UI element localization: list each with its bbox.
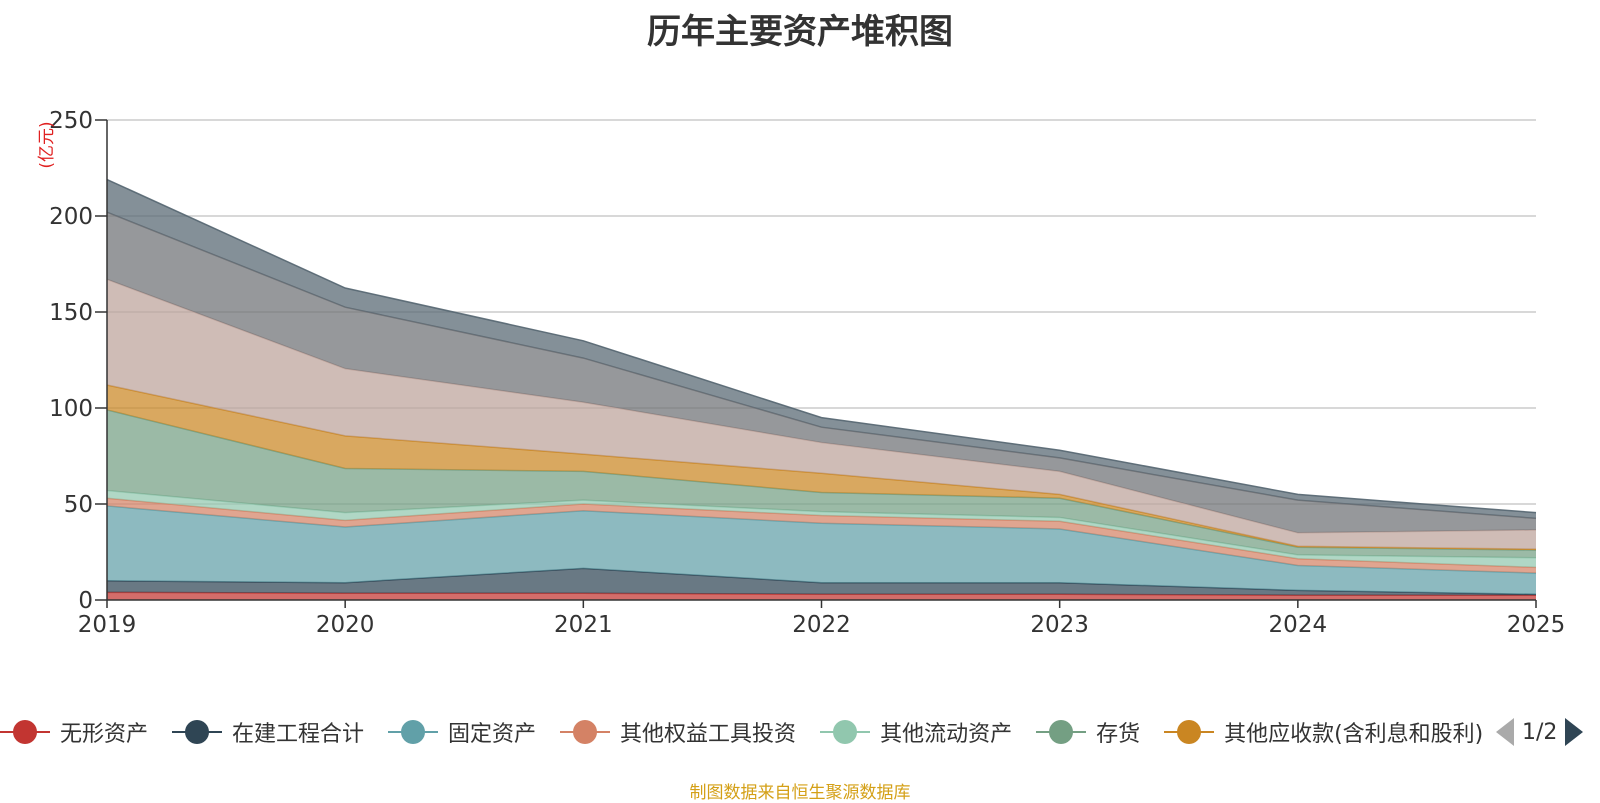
y-tick-label: 100: [49, 396, 93, 422]
area-固定资产: [107, 505, 1536, 595]
legend-label: 无形资产: [60, 722, 149, 747]
area-交易性金融资产: [107, 279, 1536, 550]
axes: 0 50 100 150 200 250 2019 2020 2021 2022 2023 2024 2…: [49, 108, 1565, 638]
x-tick-label: 2023: [1030, 612, 1089, 638]
source-note: 制图数据来自恒生聚源数据库: [689, 783, 911, 803]
legend-pager: 1/2: [1496, 712, 1600, 752]
legend-label: 存货: [1096, 722, 1141, 747]
area-应收账款: [107, 212, 1536, 533]
area-存货: [107, 409, 1536, 558]
y-tick-label: 250: [49, 108, 93, 134]
legend-label: 在建工程合计: [232, 722, 365, 747]
x-tick-label: 2019: [78, 612, 137, 638]
legend-label: 其他应收款(含利息和股利): [1224, 722, 1484, 747]
area-其他流动资产: [107, 490, 1536, 568]
legend-item[interactable]: 其他应收款(含利息和股利): [1164, 716, 1483, 748]
y-tick-label: 50: [64, 492, 93, 518]
legend-marker-icon: [172, 719, 223, 745]
legend-label: 其他权益工具投资: [620, 722, 797, 747]
legend-marker-icon: [820, 719, 871, 745]
legend-label: 固定资产: [448, 722, 537, 747]
x-tick-label: 2020: [316, 612, 375, 638]
legend-marker-icon: [560, 719, 611, 745]
legend-prev-page-icon[interactable]: [1496, 718, 1514, 746]
legend-label: 其他流动资产: [880, 722, 1013, 747]
x-tick-label: 2024: [1269, 612, 1328, 638]
area-其他应收款(含利息和股利): [107, 384, 1536, 551]
y-tick-label: 0: [78, 588, 93, 614]
legend-item[interactable]: 固定资产: [388, 716, 536, 748]
y-tick-label: 200: [49, 204, 93, 230]
x-tick-label: 2025: [1507, 612, 1566, 638]
legend-item[interactable]: 无形资产: [0, 716, 148, 748]
legend-item[interactable]: 其他权益工具投资: [560, 716, 796, 748]
legend: 无形资产 在建工程合计 固定资产 其他权益工具投资 其他流动资产 存货 其他应收…: [0, 712, 1483, 752]
area-line-货币资金: [106, 178, 1537, 514]
area-其他权益工具投资: [107, 498, 1536, 574]
chart-title: 历年主要资产堆积图: [647, 12, 953, 52]
legend-next-page-icon[interactable]: [1565, 718, 1584, 746]
legend-page-indicator: 1/2: [1522, 719, 1558, 745]
y-axis-unit-label: (亿元): [37, 121, 57, 168]
legend-marker-icon: [0, 719, 50, 745]
y-tick-label: 150: [49, 300, 93, 326]
legend-marker-icon: [1164, 719, 1215, 745]
legend-marker-icon: [1036, 719, 1087, 745]
area-无形资产: [107, 592, 1536, 600]
stacked-areas: [106, 178, 1537, 600]
legend-marker-icon: [388, 719, 439, 745]
area-在建工程合计: [107, 568, 1536, 596]
legend-item[interactable]: 存货: [1036, 716, 1140, 748]
legend-item[interactable]: 其他流动资产: [820, 716, 1012, 748]
x-tick-label: 2022: [792, 612, 851, 638]
legend-item[interactable]: 在建工程合计: [172, 716, 364, 748]
x-tick-label: 2021: [554, 612, 613, 638]
